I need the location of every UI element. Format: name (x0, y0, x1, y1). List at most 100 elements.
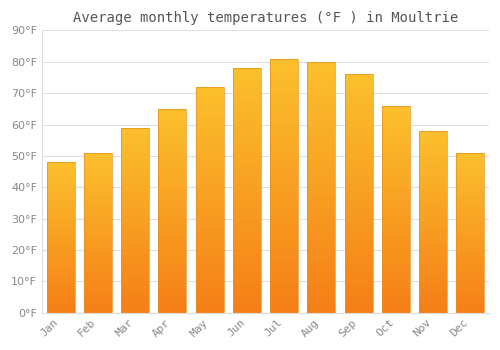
Bar (121, 213, 149, 215)
Bar (196, 233, 224, 236)
Bar (344, 146, 372, 148)
Bar (344, 212, 372, 215)
Bar (270, 254, 298, 257)
Bar (196, 286, 224, 288)
Bar (308, 217, 336, 220)
Bar (46, 280, 74, 281)
Bar (308, 87, 336, 89)
Bar (419, 145, 447, 147)
Bar (270, 173, 298, 175)
Bar (419, 289, 447, 291)
Bar (121, 128, 149, 130)
Bar (270, 61, 298, 64)
Bar (456, 228, 484, 230)
Bar (158, 206, 186, 209)
Bar (270, 295, 298, 298)
Bar (270, 71, 298, 74)
Bar (419, 205, 447, 207)
Bar (84, 230, 112, 231)
Bar (158, 109, 186, 313)
Bar (121, 279, 149, 281)
Bar (344, 144, 372, 146)
Bar (46, 276, 74, 278)
Bar (196, 216, 224, 218)
Bar (382, 128, 409, 131)
Bar (196, 250, 224, 252)
Bar (84, 252, 112, 253)
Bar (196, 247, 224, 250)
Bar (270, 181, 298, 183)
Bar (270, 241, 298, 244)
Bar (121, 233, 149, 235)
Bar (158, 304, 186, 307)
Bar (456, 196, 484, 197)
Bar (344, 229, 372, 232)
Bar (196, 168, 224, 170)
Bar (84, 309, 112, 311)
Bar (158, 274, 186, 276)
Bar (270, 127, 298, 130)
Bar (456, 244, 484, 245)
Bar (382, 209, 409, 211)
Bar (456, 278, 484, 279)
Bar (270, 132, 298, 135)
Bar (158, 272, 186, 274)
Bar (121, 290, 149, 292)
Bar (158, 292, 186, 294)
Bar (270, 300, 298, 302)
Bar (84, 303, 112, 304)
Bar (382, 190, 409, 192)
Bar (419, 267, 447, 269)
Bar (344, 198, 372, 201)
Bar (84, 266, 112, 268)
Bar (456, 204, 484, 205)
Bar (382, 234, 409, 236)
Bar (382, 199, 409, 201)
Bar (233, 188, 261, 190)
Bar (233, 249, 261, 252)
Bar (419, 163, 447, 165)
Bar (46, 221, 74, 222)
Bar (344, 112, 372, 115)
Bar (84, 186, 112, 188)
Bar (308, 300, 336, 303)
Bar (344, 239, 372, 241)
Bar (196, 146, 224, 148)
Bar (84, 241, 112, 242)
Bar (196, 116, 224, 119)
Bar (419, 162, 447, 163)
Bar (196, 231, 224, 233)
Bar (419, 200, 447, 202)
Bar (233, 257, 261, 259)
Bar (84, 298, 112, 300)
Bar (419, 215, 447, 216)
Bar (308, 74, 336, 77)
Bar (84, 170, 112, 172)
Bar (158, 241, 186, 243)
Bar (456, 233, 484, 234)
Bar (270, 97, 298, 99)
Bar (382, 265, 409, 267)
Bar (84, 191, 112, 193)
Bar (46, 287, 74, 288)
Bar (419, 142, 447, 143)
Bar (382, 286, 409, 288)
Bar (233, 244, 261, 247)
Bar (121, 157, 149, 159)
Bar (121, 278, 149, 279)
Bar (270, 175, 298, 178)
Bar (419, 173, 447, 174)
Bar (233, 252, 261, 254)
Bar (382, 246, 409, 248)
Bar (308, 119, 336, 122)
Bar (419, 227, 447, 229)
Bar (344, 172, 372, 174)
Bar (270, 79, 298, 82)
Bar (382, 292, 409, 294)
Title: Average monthly temperatures (°F ) in Moultrie: Average monthly temperatures (°F ) in Mo… (73, 11, 458, 25)
Bar (308, 295, 336, 298)
Bar (196, 263, 224, 265)
Bar (233, 134, 261, 136)
Bar (382, 197, 409, 199)
Bar (84, 167, 112, 169)
